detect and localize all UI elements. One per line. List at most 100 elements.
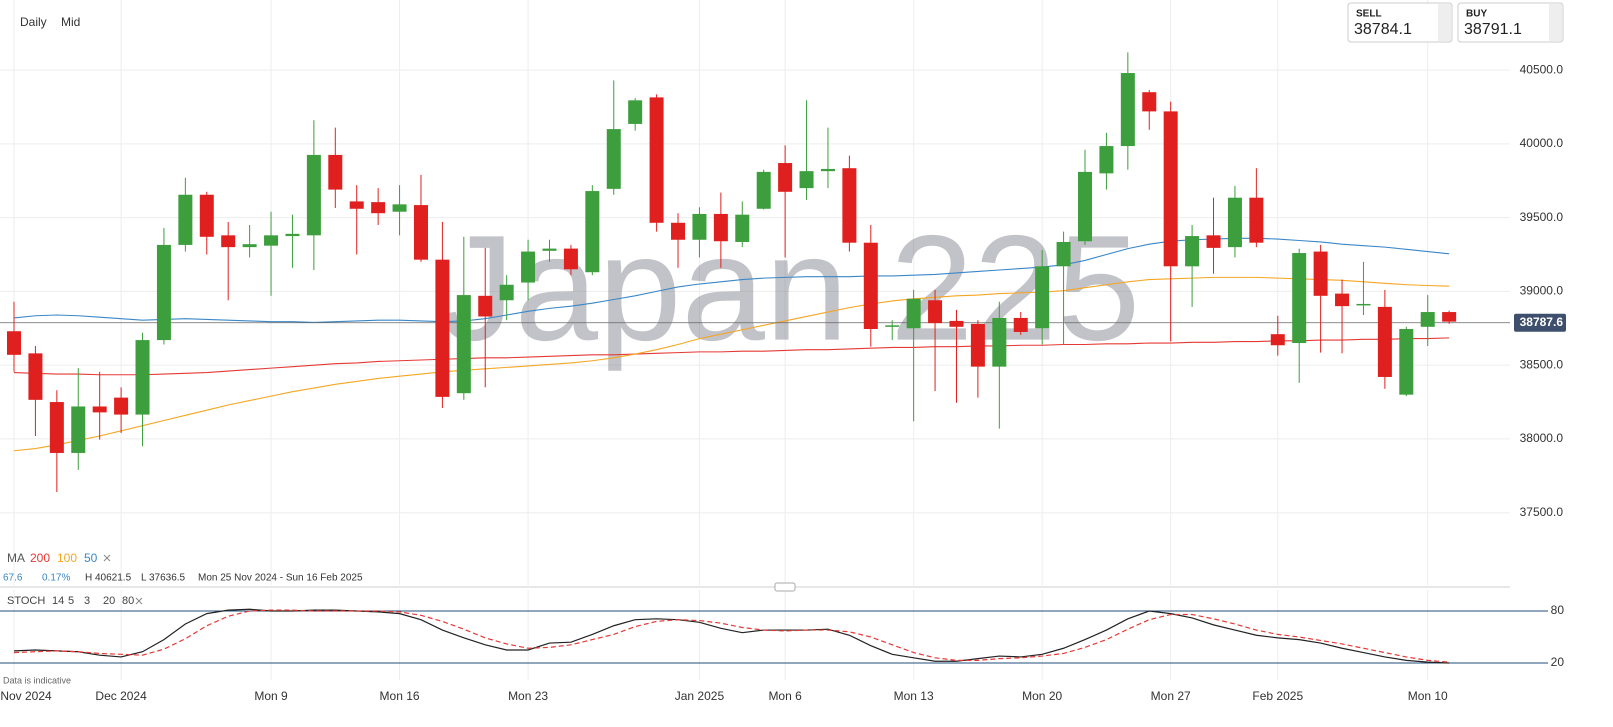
footer-note: Data is indicative [3, 675, 71, 685]
candle-body [478, 295, 493, 317]
summary-change-pct: 0.17% [42, 573, 70, 584]
candle-body [1227, 197, 1242, 248]
watermark: Japan 225 [440, 204, 1141, 372]
last-price-label: 38787.6 [1520, 315, 1564, 329]
candle-body [1292, 253, 1307, 344]
indicator-name: STOCH [7, 595, 45, 607]
candle-body [435, 259, 450, 397]
candle-body [1099, 146, 1114, 174]
candle-body [1185, 236, 1200, 267]
candle-body [563, 248, 578, 270]
y-tick-label: 40500.0 [1520, 62, 1564, 76]
candle-body [306, 154, 321, 236]
candle-body [606, 129, 621, 189]
panel-resize-handle[interactable] [774, 582, 796, 592]
legend-entry: 50 [84, 551, 98, 565]
candle-body [499, 284, 514, 301]
candle-body [1142, 92, 1157, 112]
candle-body [178, 194, 193, 245]
candle-body [156, 244, 171, 341]
candle-body [970, 323, 985, 367]
candle-body [1056, 241, 1071, 267]
candle-body [371, 202, 386, 214]
legend-entry: 100 [57, 551, 77, 565]
sell-button[interactable] [1347, 2, 1453, 43]
candle-body [264, 235, 279, 246]
stoch-close-icon[interactable] [135, 597, 143, 605]
x-tick-label: Mon 23 [508, 689, 548, 703]
candle-body [28, 353, 43, 400]
buy-button[interactable] [1457, 2, 1564, 43]
stoch-line [13, 608, 1450, 664]
buy-label: BUY [1466, 9, 1487, 20]
candle-body [928, 300, 943, 324]
x-tick-label: Mon 20 [1022, 689, 1062, 703]
candle-body [349, 201, 364, 209]
y-tick-label: 39500.0 [1520, 210, 1564, 224]
y-tick-label: 40000.0 [1520, 136, 1564, 150]
candle-body [1120, 73, 1135, 147]
candle-body [649, 97, 664, 223]
price-type-button[interactable]: Mid [61, 15, 80, 29]
x-tick-label: Nov 2024 [0, 689, 52, 703]
candle-body [1163, 111, 1178, 267]
candle-body [221, 235, 236, 248]
x-tick-label: Mon 6 [768, 689, 802, 703]
last-price-tag [1514, 313, 1566, 332]
x-tick-label: Mon 13 [894, 689, 934, 703]
candle-body [242, 244, 257, 248]
interval-button[interactable]: Daily [20, 15, 47, 29]
x-tick-label: Feb 2025 [1252, 689, 1303, 703]
candle-body [199, 194, 214, 237]
y-tick-label: 37500.0 [1520, 505, 1564, 519]
candle-body [521, 251, 536, 283]
candle-body [1377, 306, 1392, 377]
candle-body [906, 298, 921, 329]
stoch-tick-label: 80 [1551, 603, 1565, 617]
stoch-line [13, 609, 1450, 663]
indicator-param: 14 [52, 595, 64, 607]
candle-body [1335, 293, 1350, 307]
candle-body [1249, 197, 1264, 243]
candle-body [713, 213, 728, 242]
buy-strip [1549, 4, 1562, 41]
summary-range: Mon 25 Nov 2024 - Sun 16 Feb 2025 [198, 573, 363, 584]
candle-body [1206, 235, 1221, 248]
x-tick-label: Mon 27 [1151, 689, 1191, 703]
candle-body [114, 397, 129, 415]
candle-body [1013, 317, 1028, 332]
x-tick-label: Jan 2025 [675, 689, 725, 703]
candle-body [413, 205, 428, 260]
ma-line [13, 276, 1450, 452]
candle-body [135, 340, 150, 415]
candle-body [949, 320, 964, 327]
candle-body [628, 100, 643, 124]
candle-body [1035, 266, 1050, 329]
summary-high: H 40621.5 [85, 573, 132, 584]
legend-entry: 200 [30, 551, 50, 565]
candle-body [456, 295, 471, 394]
candle-body [585, 191, 600, 273]
candle-body [1313, 251, 1328, 296]
candle-body [735, 214, 750, 242]
ma-close-icon[interactable] [103, 554, 111, 562]
summary-low: L 37636.5 [141, 573, 186, 584]
candle-body [863, 242, 878, 330]
y-tick-label: 39000.0 [1520, 284, 1564, 298]
sell-label: SELL [1356, 9, 1382, 20]
candle-body [842, 168, 857, 243]
candle-body [92, 406, 107, 413]
indicator-param: 20 [103, 595, 115, 607]
sell-price: 38784.1 [1354, 21, 1412, 38]
candle-body [885, 325, 900, 327]
candle-body [7, 331, 21, 355]
candle-body [992, 317, 1007, 367]
candle-body [1442, 312, 1457, 322]
candle-body [1270, 334, 1285, 346]
y-tick-label: 38500.0 [1520, 357, 1564, 371]
candle-body [285, 233, 300, 237]
indicator-param: 5 [68, 595, 74, 607]
x-tick-label: Mon 10 [1408, 689, 1448, 703]
summary-change: 67.6 [3, 573, 23, 584]
